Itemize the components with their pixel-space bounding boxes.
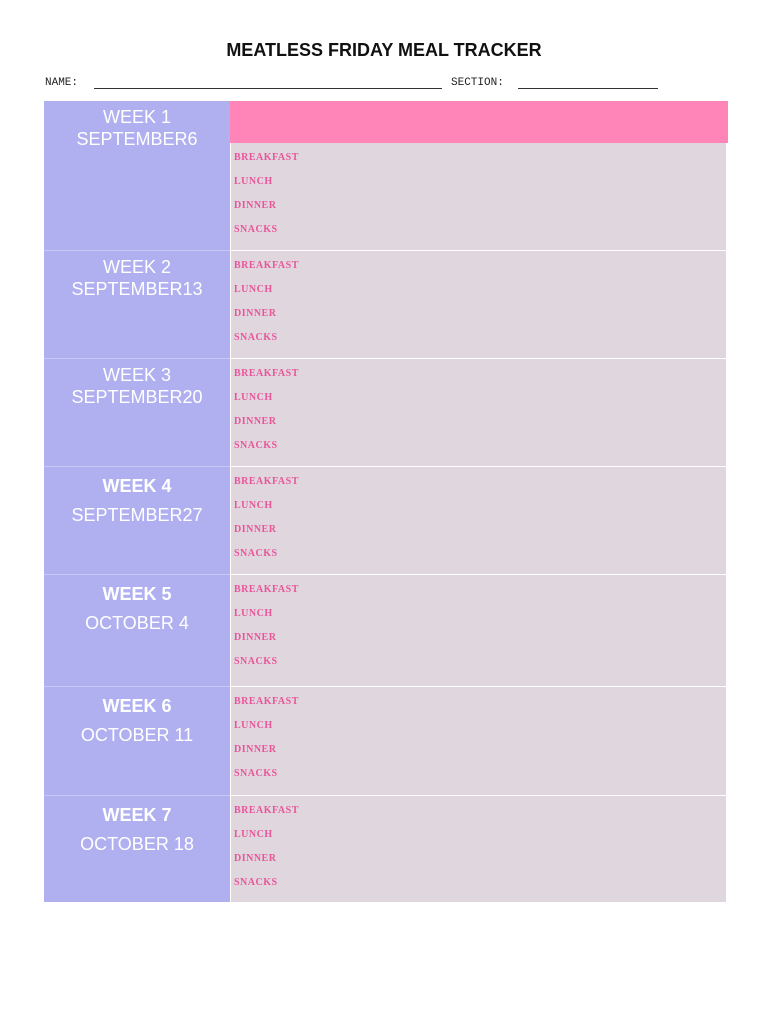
meal-cell — [231, 251, 726, 358]
meal-cell — [231, 575, 726, 686]
row-divider — [44, 795, 230, 796]
week-label: WEEK 7 — [102, 805, 172, 825]
section-label: SECTION: — [451, 77, 504, 89]
meal-label: SNACKS — [234, 440, 278, 451]
meal-label: DINNER — [234, 853, 277, 864]
header-band — [230, 101, 728, 143]
meal-label: LUNCH — [234, 829, 273, 840]
week-date: SEPTEMBER20 — [71, 387, 203, 407]
meal-cell — [231, 796, 726, 902]
week-column — [44, 101, 230, 902]
meal-label: DINNER — [234, 416, 277, 427]
meal-label: DINNER — [234, 200, 277, 211]
week-date: OCTOBER 18 — [80, 834, 194, 854]
meal-label: LUNCH — [234, 284, 273, 295]
row-divider — [44, 466, 230, 467]
meal-label: SNACKS — [234, 877, 278, 888]
meal-cell — [231, 467, 726, 574]
meal-label: BREAKFAST — [234, 696, 299, 707]
meal-label: DINNER — [234, 744, 277, 755]
meal-label: SNACKS — [234, 332, 278, 343]
meal-label: LUNCH — [234, 720, 273, 731]
row-divider — [44, 686, 230, 687]
meal-label: DINNER — [234, 308, 277, 319]
meal-label: DINNER — [234, 524, 277, 535]
meal-cell — [231, 359, 726, 466]
meal-label: BREAKFAST — [234, 584, 299, 595]
meal-label: BREAKFAST — [234, 260, 299, 271]
week-date: OCTOBER 4 — [85, 613, 189, 633]
name-line — [94, 77, 442, 89]
meal-label: SNACKS — [234, 548, 278, 559]
week-date: SEPTEMBER13 — [71, 279, 203, 299]
week-date: SEPTEMBER27 — [71, 505, 203, 525]
meal-label: LUNCH — [234, 500, 273, 511]
meal-label: BREAKFAST — [234, 368, 299, 379]
title: MEATLESS FRIDAY MEAL TRACKER — [226, 40, 542, 60]
row-divider — [44, 358, 230, 359]
week-label: WEEK 2 — [102, 257, 172, 277]
meal-label: LUNCH — [234, 392, 273, 403]
meal-label: BREAKFAST — [234, 476, 299, 487]
meal-label: SNACKS — [234, 768, 278, 779]
week-label: WEEK 6 — [102, 696, 172, 716]
week-date: OCTOBER 11 — [80, 725, 194, 745]
week-label: WEEK 4 — [102, 476, 172, 496]
meal-cell — [231, 687, 726, 795]
meal-label: SNACKS — [234, 224, 278, 235]
meal-label: BREAKFAST — [234, 805, 299, 816]
meal-label: DINNER — [234, 632, 277, 643]
week-label: WEEK 1 — [102, 107, 172, 127]
meal-label: BREAKFAST — [234, 152, 299, 163]
week-date: SEPTEMBER6 — [76, 129, 198, 149]
row-divider — [44, 574, 230, 575]
meal-label: LUNCH — [234, 176, 273, 187]
meal-label: SNACKS — [234, 656, 278, 667]
week-label: WEEK 3 — [102, 365, 172, 385]
name-label: NAME: — [45, 77, 79, 89]
meal-cell — [231, 143, 726, 250]
section-line — [518, 77, 658, 89]
row-divider — [44, 250, 230, 251]
meal-label: LUNCH — [234, 608, 273, 619]
week-label: WEEK 5 — [102, 584, 172, 604]
